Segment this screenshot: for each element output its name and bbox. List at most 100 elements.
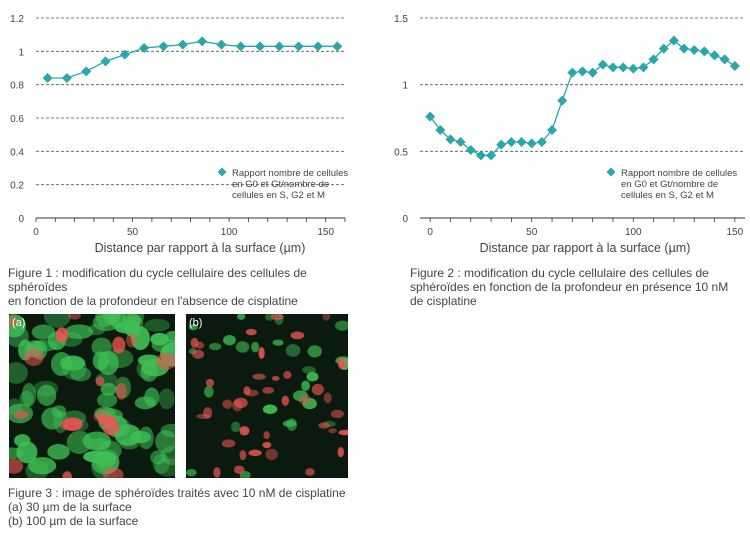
data-point <box>435 125 446 135</box>
photo-b-label: (b) <box>189 317 203 329</box>
data-point <box>719 54 730 65</box>
red-cell <box>222 399 233 409</box>
green-cell <box>262 404 278 414</box>
red-cell <box>248 449 262 457</box>
green-cell <box>108 314 125 328</box>
red-cell <box>305 468 315 476</box>
y-grid-lines <box>36 17 345 186</box>
data-point <box>506 137 517 147</box>
data-point <box>526 138 537 149</box>
legend-label: en G0 et Gt/nombre de <box>232 179 329 190</box>
y-tick-label: 1 <box>402 81 408 92</box>
data-point <box>475 150 486 161</box>
green-cell <box>292 390 309 402</box>
x-axis-label: Distance par rapport à la surface (µm) <box>480 241 691 255</box>
data-point <box>618 62 629 73</box>
red-cell <box>328 428 338 434</box>
red-cell <box>243 386 251 396</box>
y-tick-label: 0.2 <box>10 181 24 192</box>
green-cell <box>47 443 70 460</box>
data-point <box>255 41 266 52</box>
data-point <box>465 145 476 155</box>
red-cell <box>322 314 331 321</box>
red-cell <box>205 378 215 387</box>
red-cell <box>55 327 69 343</box>
y-tick-label: 1.5 <box>394 14 408 25</box>
green-cell <box>91 337 112 357</box>
x-tick-label: 100 <box>625 227 642 238</box>
green-cell <box>204 385 214 398</box>
green-cell <box>28 457 57 475</box>
caption-line: Figure 3 : image de sphéroïdes traités a… <box>8 486 346 500</box>
legend-label: Rapport nombre de cellules <box>232 168 348 179</box>
series-markers <box>425 35 740 161</box>
red-cell <box>311 383 324 396</box>
red-cell <box>233 397 248 409</box>
data-point <box>158 41 169 52</box>
data-point <box>607 62 618 73</box>
data-point <box>486 150 497 161</box>
red-cell <box>59 419 80 431</box>
red-cell <box>245 328 257 336</box>
legend-label: en G0 et Gt/nombre de <box>621 179 718 190</box>
data-point <box>587 67 598 78</box>
green-cell <box>230 421 241 433</box>
red-cell <box>262 387 275 394</box>
green-cell <box>87 323 106 336</box>
data-point <box>689 45 700 55</box>
caption-line: Figure 1 : modification du cycle cellula… <box>8 266 307 294</box>
figure-3-caption: Figure 3 : image de sphéroïdes traités a… <box>8 486 368 528</box>
caption-line: (b) 100 µm de la surface <box>8 514 139 528</box>
caption-line: Figure 2 : modification du cycle cellula… <box>410 266 709 280</box>
red-cell <box>239 450 247 461</box>
x-tick-label: 50 <box>526 227 538 238</box>
green-cell <box>130 431 152 444</box>
green-cell <box>235 341 250 353</box>
green-cell <box>119 437 140 450</box>
x-tick-label: 50 <box>127 227 139 238</box>
green-cell <box>285 344 301 357</box>
x-tick-label: 150 <box>317 227 334 238</box>
data-point <box>119 49 130 60</box>
red-cell <box>338 429 348 436</box>
red-cell <box>252 373 266 380</box>
series-line-0 <box>429 39 736 156</box>
red-cell <box>258 347 265 359</box>
series-line <box>429 39 736 156</box>
red-cell <box>95 376 105 387</box>
green-cell <box>16 441 38 464</box>
red-cell <box>262 441 272 449</box>
green-cell <box>134 396 156 410</box>
y-tick-label: 0 <box>18 214 24 225</box>
data-point <box>557 95 568 106</box>
microscopy-image-b <box>186 314 348 478</box>
green-cell <box>160 423 175 437</box>
data-point <box>445 134 456 145</box>
data-point <box>496 139 507 150</box>
red-cell <box>156 352 175 370</box>
photo-a-label: (a) <box>12 317 26 329</box>
red-cell <box>9 458 23 474</box>
red-cell <box>203 407 213 419</box>
red-cell <box>24 348 44 366</box>
x-tick-label: 100 <box>221 227 238 238</box>
red-cell <box>337 357 347 370</box>
green-cell <box>306 371 319 382</box>
red-cell <box>112 336 126 354</box>
legend-marker <box>217 167 227 177</box>
data-point <box>81 66 92 77</box>
red-cell <box>263 431 270 440</box>
green-cell <box>237 314 246 320</box>
data-point <box>425 111 436 122</box>
caption-line: de cisplatine <box>410 294 477 308</box>
y-tick-label: 0 <box>402 214 408 225</box>
green-cell <box>301 380 310 391</box>
x-axis-label: Distance par rapport à la surface (µm) <box>95 241 306 255</box>
green-cell <box>98 440 122 461</box>
caption-line: en fonction de la profondeur en l'absenc… <box>8 294 298 308</box>
y-tick-labels: 0 0.5 1 1.5 <box>394 14 408 225</box>
green-cell <box>160 445 175 466</box>
red-cell <box>337 447 345 458</box>
green-cell <box>186 468 197 477</box>
